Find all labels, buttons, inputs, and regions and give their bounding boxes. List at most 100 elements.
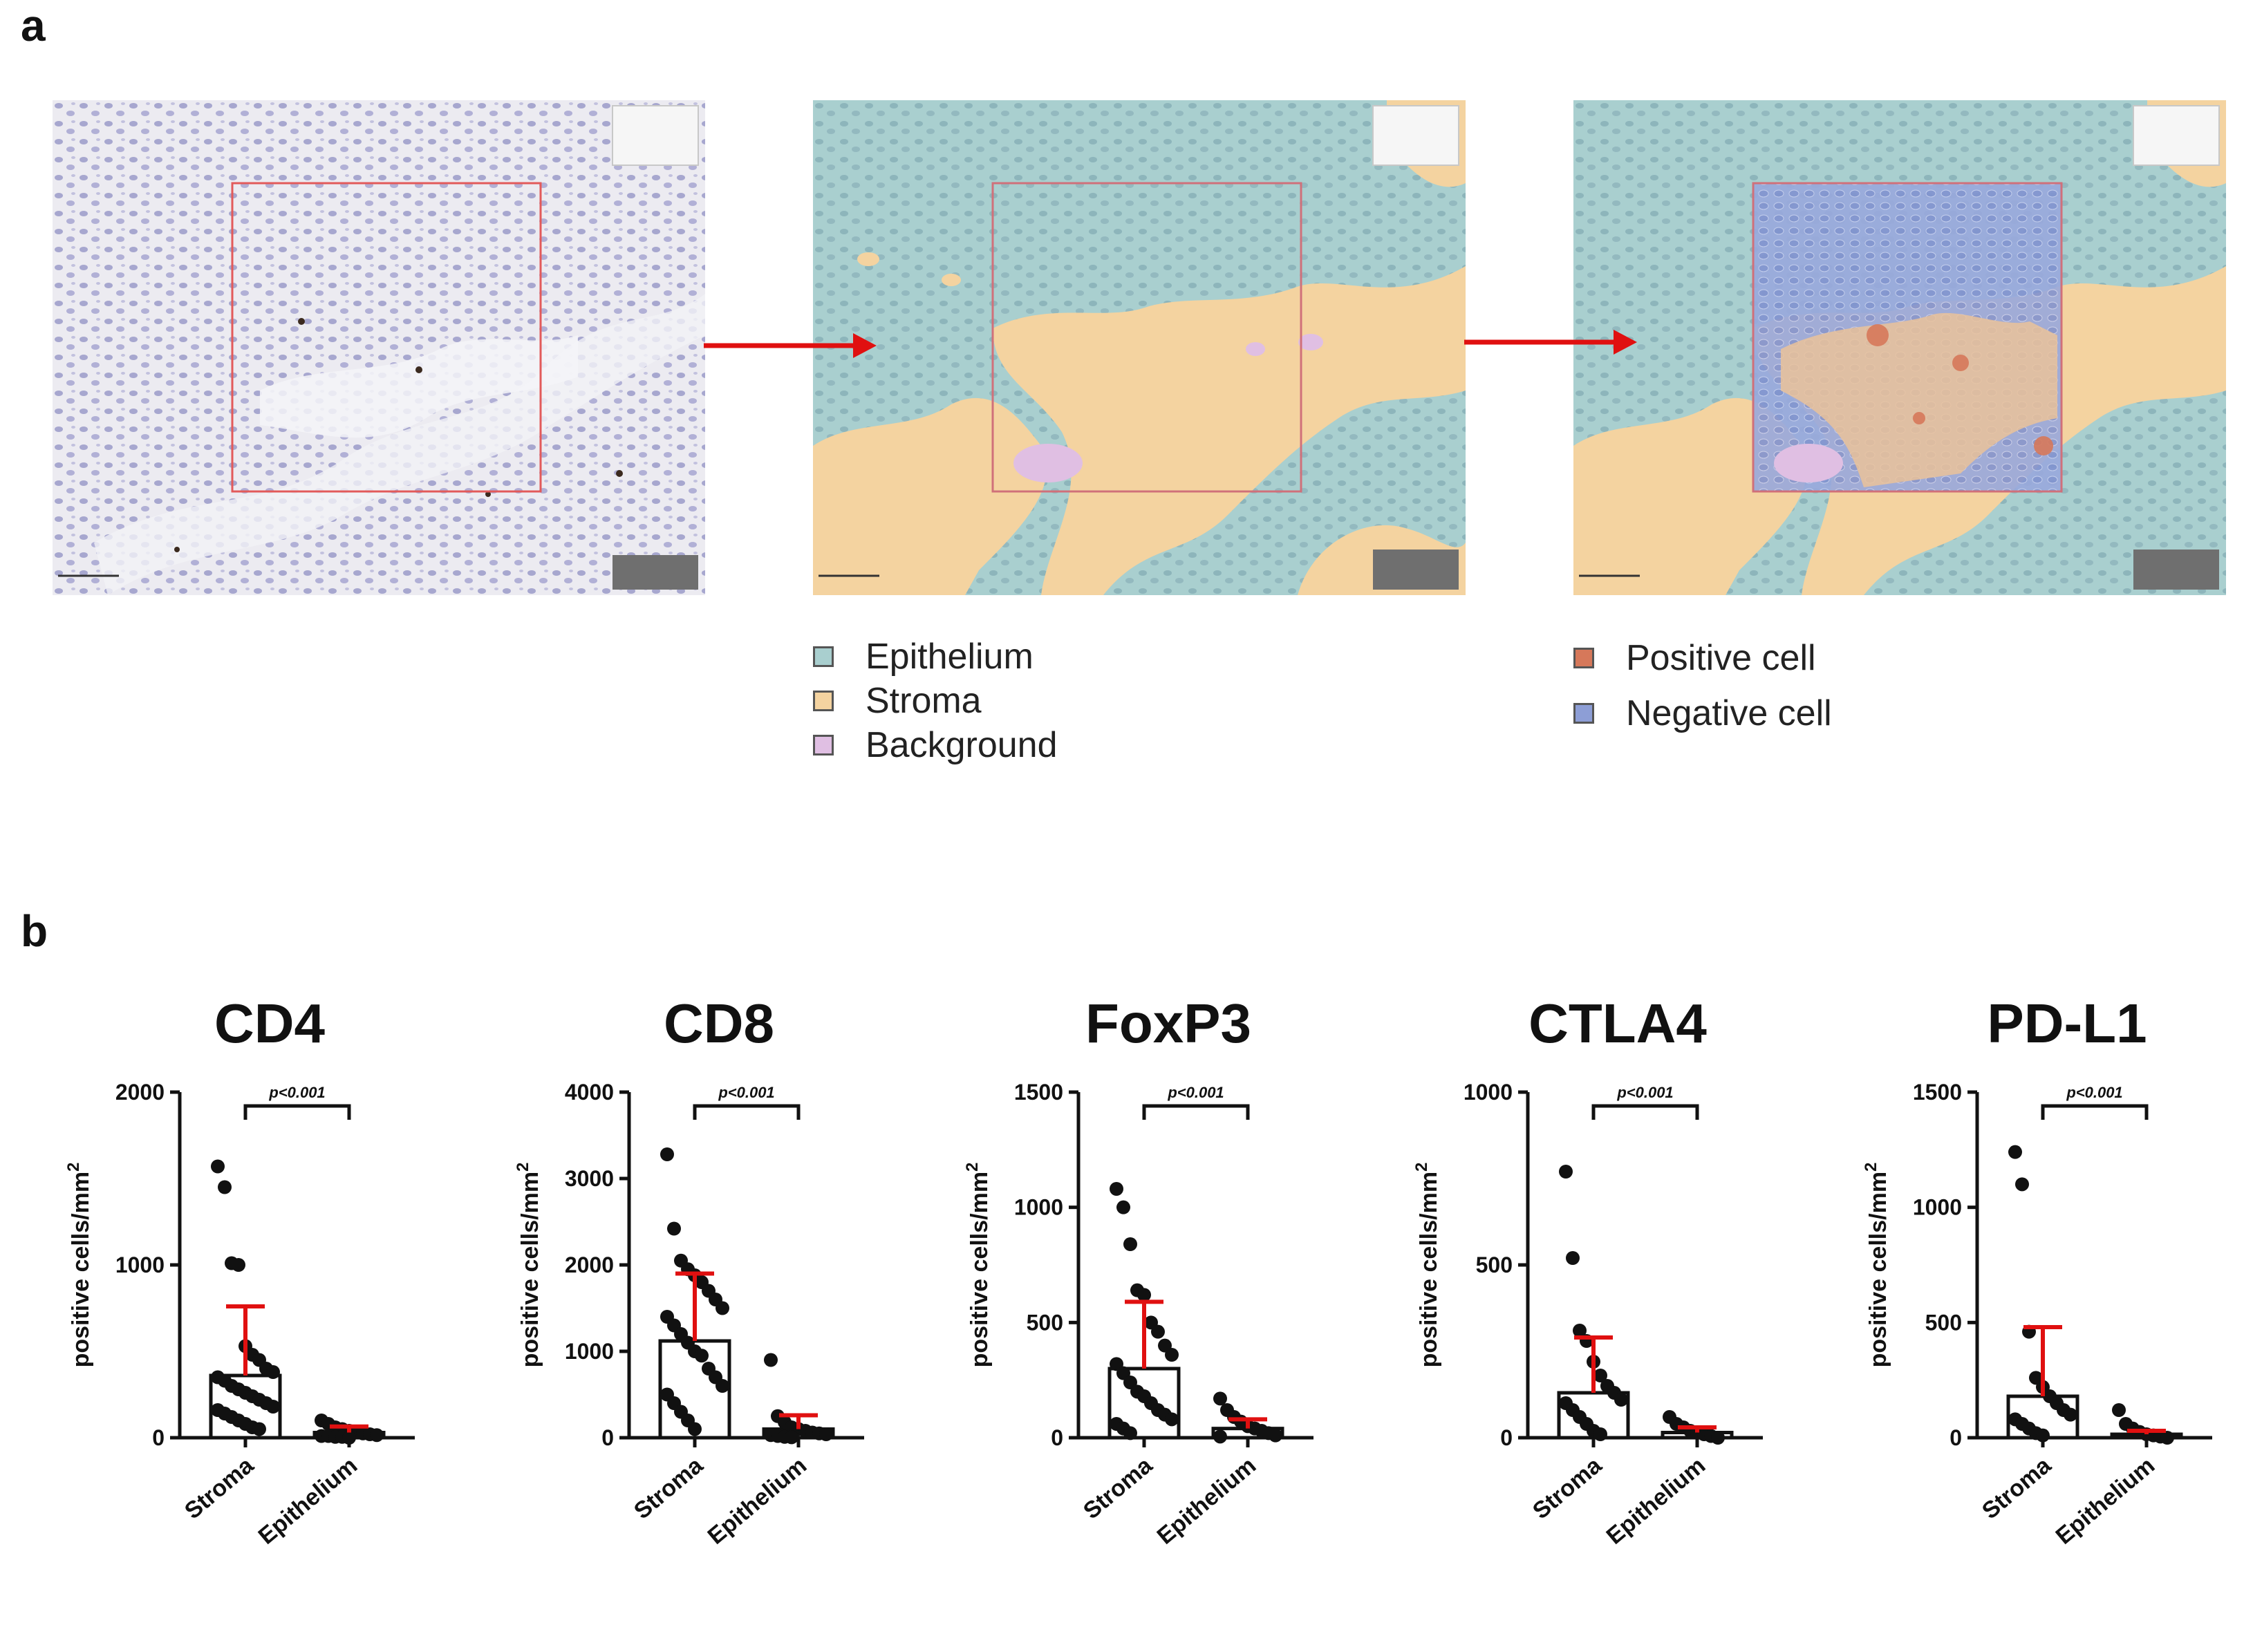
chart-pd-l1: PD-L1 0 500 1000 1500 positive cells/mm2 Strom… <box>1839 961 2240 1652</box>
y-tick-label: 0 <box>152 1425 165 1450</box>
significance-label: p<0.001 <box>268 1084 325 1101</box>
data-point <box>819 1427 833 1441</box>
data-point <box>1165 1348 1179 1362</box>
negative-cell-swatch <box>1573 703 1594 724</box>
data-point <box>1593 1369 1607 1382</box>
data-point <box>342 1431 356 1445</box>
x-tick-label: Stroma <box>629 1452 709 1524</box>
significance-label: p<0.001 <box>718 1084 774 1101</box>
data-point <box>1573 1324 1587 1337</box>
y-tick-label: 1000 <box>1014 1195 1063 1220</box>
positive-cell-swatch <box>1573 648 1594 668</box>
y-tick-label: 1000 <box>1913 1195 1962 1220</box>
chart-plot: 0 500 1000 1500 positive cells/mm2 StromaEpit… <box>1862 1080 2212 1550</box>
data-point <box>785 1430 798 1445</box>
micrograph-cell-detection <box>1573 100 2226 595</box>
y-tick-label: 3000 <box>565 1166 614 1191</box>
y-axis-label-superscript: 2 <box>1412 1163 1431 1172</box>
x-tick-label: Epithelium <box>254 1452 363 1550</box>
x-tick-label: Epithelium <box>1152 1452 1262 1550</box>
stroma-swatch <box>813 691 834 711</box>
data-point <box>2008 1145 2022 1159</box>
chart-plot: 0 1000 2000 positive cells/mm2 StromaEpithel… <box>64 1080 415 1550</box>
data-point <box>1711 1431 1725 1445</box>
significance-bracket <box>1142 1104 1250 1120</box>
legend-label: Positive cell <box>1626 638 1816 678</box>
y-tick-label: 0 <box>601 1425 614 1450</box>
data-point <box>1165 1412 1179 1427</box>
data-point <box>716 1301 729 1315</box>
micrograph-ihc-raw <box>53 100 705 595</box>
legend-label: Stroma <box>866 681 982 721</box>
data-point <box>1116 1200 1130 1214</box>
data-point <box>266 1400 280 1414</box>
significance-label: p<0.001 <box>1616 1084 1673 1101</box>
y-tick-label: 1000 <box>1464 1080 1513 1105</box>
y-axis-label: positive cells/mm2 <box>514 1163 543 1368</box>
y-axis-label: positive cells/mm2 <box>1412 1163 1442 1368</box>
chart-plot: 0 500 1000 positive cells/mm2 StromaEpitheli… <box>1412 1080 1763 1550</box>
data-point <box>1566 1251 1580 1265</box>
y-tick-label: 1000 <box>115 1252 165 1277</box>
x-tick-label: Stroma <box>1078 1452 1158 1524</box>
y-axis-label-superscript: 2 <box>64 1163 83 1172</box>
y-tick-label: 0 <box>1500 1425 1513 1450</box>
chart-cd8: CD8 0 1000 2000 3000 4000 positive cells/mm2 St… <box>491 961 892 1652</box>
data-point <box>1123 1426 1137 1440</box>
y-tick-label: 2000 <box>115 1080 165 1105</box>
data-point <box>2160 1431 2174 1445</box>
significance-bracket <box>1591 1104 1699 1120</box>
y-axis-label-superscript: 2 <box>514 1163 532 1172</box>
x-tick-label: Stroma <box>1528 1452 1607 1524</box>
legend-label: Background <box>866 725 1058 765</box>
significance-label: p<0.001 <box>2066 1084 2122 1101</box>
data-point <box>370 1428 384 1443</box>
arrow-right-2 <box>1464 330 1637 355</box>
panel-label-a: a <box>21 1 46 50</box>
data-point <box>232 1258 245 1272</box>
legend-item-epithelium: Epithelium <box>813 635 1058 679</box>
legend-cells: Positive cell Negative cell <box>1573 630 1832 741</box>
y-tick-label: 0 <box>1051 1425 1063 1450</box>
x-tick-label: Epithelium <box>1602 1452 1711 1550</box>
data-point <box>218 1180 232 1194</box>
legend-label: Negative cell <box>1626 693 1832 733</box>
y-tick-label: 1500 <box>1913 1080 1962 1105</box>
data-point <box>266 1365 280 1379</box>
data-point <box>2036 1428 2050 1443</box>
data-point <box>1269 1428 1282 1443</box>
arrow-right-1 <box>704 333 877 358</box>
chart-plot: 0 500 1000 1500 positive cells/mm2 StromaEpit… <box>963 1080 1313 1550</box>
chart-title: CD4 <box>214 993 326 1054</box>
chart-title: FoxP3 <box>1085 993 1252 1054</box>
y-tick-label: 1500 <box>1014 1080 1063 1105</box>
y-tick-label: 500 <box>1925 1310 1962 1335</box>
significance-bracket <box>693 1104 801 1120</box>
legend-item-negative-cell: Negative cell <box>1573 686 1832 741</box>
micrograph-tissue-classification <box>813 100 1466 595</box>
legend-tissue: Epithelium Stroma Background <box>813 635 1058 767</box>
data-point <box>764 1353 778 1367</box>
chart-title: CTLA4 <box>1528 993 1707 1054</box>
chart-title: CD8 <box>663 993 775 1054</box>
chart-cd4: CD4 0 1000 2000 positive cells/mm2 Stroma Epit… <box>41 961 442 1652</box>
legend-item-background: Background <box>813 723 1058 767</box>
y-tick-label: 1000 <box>565 1339 614 1364</box>
data-point <box>667 1221 681 1236</box>
data-point <box>2064 1407 2077 1422</box>
significance-label: p<0.001 <box>1167 1084 1224 1101</box>
x-tick-label: Stroma <box>1977 1452 2057 1524</box>
y-tick-label: 500 <box>1476 1252 1513 1277</box>
y-tick-label: 0 <box>1950 1425 1962 1450</box>
data-point <box>2112 1403 2126 1417</box>
y-tick-label: 500 <box>1027 1310 1063 1335</box>
data-point <box>1593 1427 1607 1441</box>
epithelium-swatch <box>813 646 834 667</box>
data-point <box>1559 1165 1573 1179</box>
data-point <box>695 1349 709 1363</box>
data-point <box>660 1147 674 1161</box>
data-point <box>1213 1429 1227 1444</box>
chart-ctla4: CTLA4 0 500 1000 positive cells/mm2 Stroma Epi… <box>1390 961 1790 1652</box>
legend-label: Epithelium <box>866 637 1034 677</box>
data-point <box>688 1422 702 1436</box>
